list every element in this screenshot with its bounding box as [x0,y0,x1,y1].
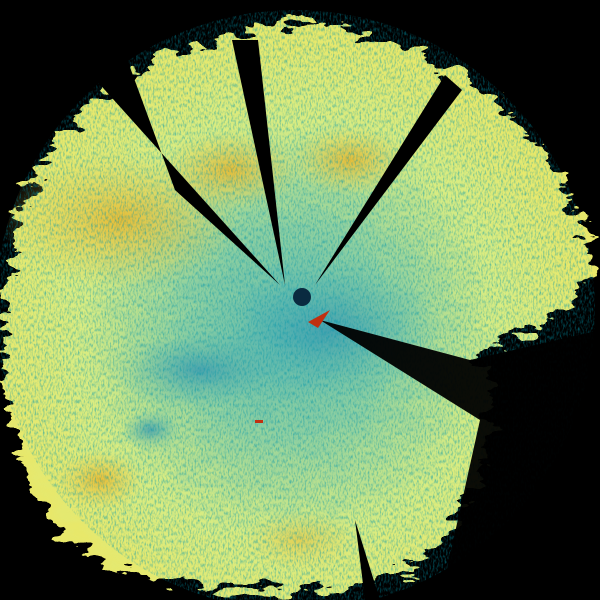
blocked-sector [60,40,280,285]
radar-site [293,288,311,306]
blocked-sector [315,75,462,285]
blocked-sector [320,320,600,600]
beam-blockage [60,40,600,600]
blocked-sector [355,520,380,600]
clutter [308,310,330,328]
blocked-sector [232,40,285,285]
clutter [255,420,263,423]
